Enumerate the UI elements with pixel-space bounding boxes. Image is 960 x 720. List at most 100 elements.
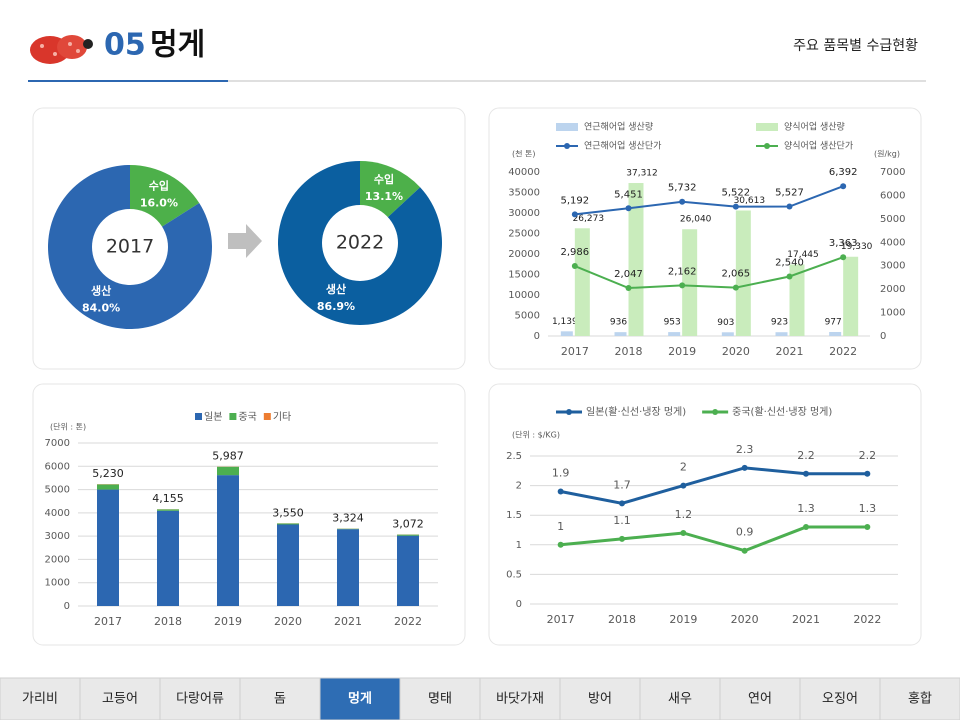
nav-tab-label[interactable]: 홍합 [908,692,932,707]
slice-label: 생산 [91,284,111,298]
y-tick-label: 40000 [508,167,540,178]
y-tick-label: 0 [534,331,540,342]
bar [574,228,590,336]
nav-tab[interactable] [719,677,801,720]
nav-tab-label[interactable]: 바닷가재 [496,692,544,707]
point [741,464,748,471]
x-tick-label: 2018 [608,613,636,626]
nav-tab[interactable] [0,677,81,720]
point-label: 3,363 [829,238,858,249]
nav-tab[interactable] [559,677,641,720]
point-label: 2,065 [722,269,751,280]
point-label: 0.9 [736,526,754,539]
point-label: 2,540 [775,257,804,268]
bar [721,332,734,336]
arrow [228,224,262,258]
nav-tab[interactable] [879,677,960,720]
panel [488,107,922,370]
bar-segment [157,510,179,606]
x-tick-label: 2018 [154,615,182,628]
y-tick-label: 25000 [508,229,540,240]
point [864,524,871,531]
point [840,254,847,261]
legend-label: 양식어업 생산단가 [784,141,853,152]
bar-label: 923 [771,318,788,328]
nav-tab-label[interactable]: 새우 [668,692,692,707]
point [571,211,578,218]
point-label: 1.3 [797,502,815,515]
point [786,273,793,280]
y-tick-label: 2.5 [506,451,522,462]
nav-tab-label[interactable]: 멍게 [348,691,372,707]
point [786,203,793,210]
panel [488,383,922,646]
bar-segment [97,484,119,490]
nav-tab-label[interactable]: 연어 [748,692,772,707]
point-label: 2.2 [797,449,815,462]
y-tick-label: 15000 [508,270,540,281]
nav-tab-label[interactable]: 다랑어류 [176,692,224,707]
point [803,470,809,477]
bar [682,229,698,336]
nav-tab[interactable] [479,677,561,720]
bar-label: 26,273 [573,214,605,224]
legend-swatch [564,143,570,149]
point [619,500,625,507]
y2-tick-label: 7000 [880,167,905,178]
x-tick-label: 2017 [94,615,122,628]
nav-tab[interactable] [239,677,321,720]
page-title: 멍게 [150,28,205,63]
x-tick-label: 2022 [829,345,857,358]
x-tick-label: 2017 [561,345,589,358]
x-tick-label: 2017 [547,613,575,626]
bar [668,332,681,336]
nav-tab-label[interactable]: 오징어 [822,692,858,707]
x-tick-label: 2020 [731,613,759,626]
y2-tick-label: 2000 [880,284,905,295]
x-tick-label: 2022 [853,613,881,626]
y2-tick-label: 3000 [880,261,905,272]
point-label: 2.2 [859,449,877,462]
y2-tick-label: 0 [880,331,886,342]
slice-value: 84.0% [82,302,120,315]
legend-swatch [195,413,202,420]
nav-tab-label[interactable]: 돔 [274,692,286,707]
nav-tab-label[interactable]: 가리비 [22,692,58,707]
point-label: 1.2 [675,508,693,521]
section-number: 05 [104,28,146,63]
y-tick-label: 4000 [45,508,70,519]
y-tick-label: 30000 [508,208,540,219]
point [680,482,687,489]
y-tick-label: 6000 [45,461,70,472]
total-label: 3,324 [332,512,364,525]
x-tick-label: 2018 [615,345,643,358]
nav-tab[interactable] [399,677,481,720]
donut-hole [322,205,398,281]
nav-tab[interactable] [319,677,401,720]
y-tick-label: 0.5 [506,569,522,580]
y2-tick-label: 6000 [880,190,905,201]
legend-label: 일본 [204,411,222,423]
point [803,524,809,531]
nav-tab-label[interactable]: 고등어 [102,692,138,707]
nav-tab[interactable] [159,677,241,720]
point-label: 1.1 [613,514,631,527]
bar-segment [397,535,419,606]
bar-segment [217,475,239,606]
nav-tab-label[interactable]: 방어 [588,692,612,707]
y-tick-label: 20000 [508,249,540,260]
total-label: 3,072 [392,517,424,530]
nav-tab-label[interactable]: 명태 [428,692,452,707]
legend-label: 일본(활·신선·냉장 멍게) [586,405,686,418]
legend-swatch [229,413,237,420]
x-tick-label: 2020 [722,345,750,358]
x-tick-label: 2021 [776,345,804,358]
nav-tab[interactable] [79,677,161,720]
line [560,525,868,553]
point-label: 2 [680,461,687,474]
point [679,282,686,289]
nav-tab[interactable] [639,677,721,720]
bar-label: 19,330 [841,242,873,252]
total-label: 5,230 [92,467,124,480]
bar [614,332,627,336]
